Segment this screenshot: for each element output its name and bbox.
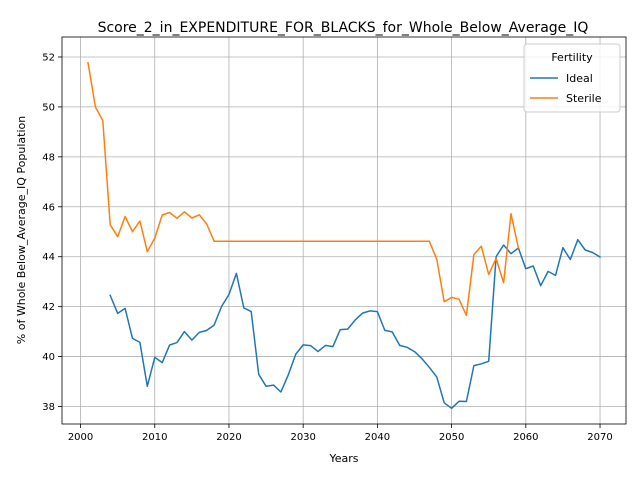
x-tick-label: 2070	[587, 432, 612, 443]
y-tick-label: 46	[42, 202, 55, 213]
legend-label-ideal: Ideal	[566, 72, 593, 85]
x-tick-label: 2060	[513, 432, 538, 443]
chart-title: Score_2_in_EXPENDITURE_FOR_BLACKS_for_Wh…	[98, 20, 589, 36]
y-tick-label: 52	[42, 52, 55, 63]
y-axis-label: % of Whole Below_Average_IQ Population	[15, 116, 28, 344]
x-tick-label: 2000	[68, 432, 93, 443]
legend-label-sterile: Sterile	[566, 92, 602, 105]
y-tick-label: 48	[42, 152, 55, 163]
y-tick-label: 40	[42, 352, 55, 363]
y-tick-label: 44	[42, 252, 55, 263]
y-tick-label: 38	[42, 402, 55, 413]
x-tick-label: 2050	[439, 432, 464, 443]
legend: Fertility Ideal Sterile	[523, 43, 621, 113]
x-tick-label: 2010	[142, 432, 167, 443]
x-tick-label: 2020	[216, 432, 241, 443]
x-axis-label: Years	[328, 452, 358, 465]
x-tick-label: 2030	[290, 432, 315, 443]
legend-box	[523, 43, 621, 113]
series-line-sterile	[87, 61, 520, 317]
axis-ticks: 2000 2010 2020 2030 2040 2050 2060 2070 38 40 42 44…	[42, 52, 612, 443]
legend-title: Fertility	[551, 51, 593, 64]
x-tick-label: 2040	[365, 432, 390, 443]
series-lines	[87, 61, 602, 410]
y-tick-label: 50	[42, 102, 55, 113]
plot-frame	[61, 36, 627, 425]
y-tick-label: 42	[42, 302, 55, 313]
